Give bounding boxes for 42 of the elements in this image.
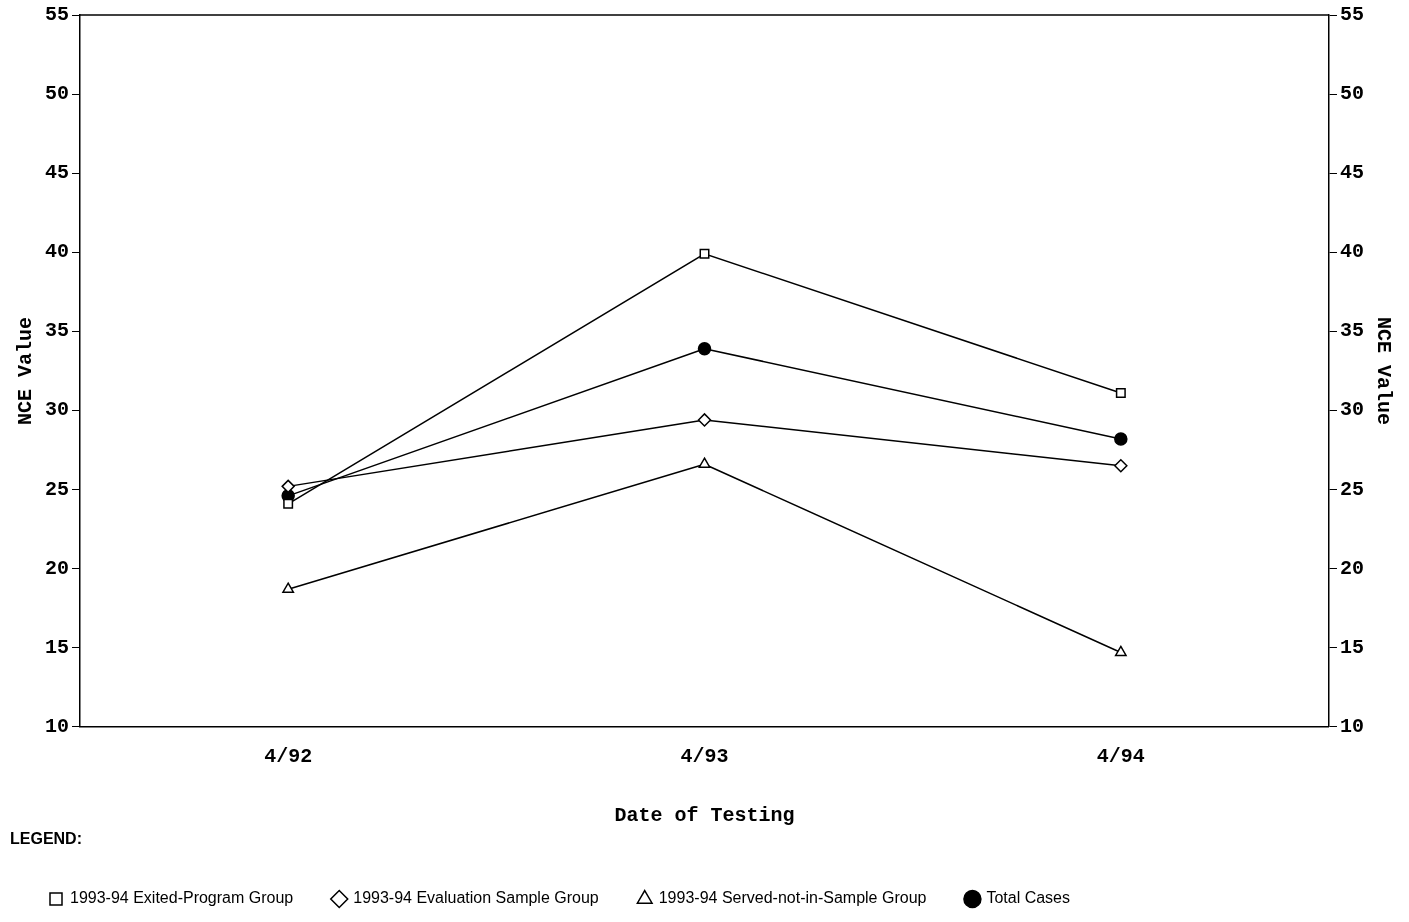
point bbox=[697, 342, 712, 356]
legend-label: 1993-94 Exited-Program Group bbox=[70, 889, 294, 907]
point bbox=[1114, 645, 1127, 657]
y2-tick-label: 25 bbox=[1340, 477, 1365, 501]
point bbox=[283, 498, 294, 509]
y2-tick-label: 10 bbox=[1340, 714, 1365, 738]
point bbox=[1114, 432, 1128, 446]
point bbox=[699, 248, 710, 259]
y2-tick-label: 20 bbox=[1340, 556, 1365, 580]
y2-tick-label: 30 bbox=[1340, 398, 1365, 422]
legend-title: LEGEND: bbox=[10, 830, 82, 848]
y-tick-label: 30 bbox=[44, 398, 69, 422]
y-tick-label: 35 bbox=[44, 319, 69, 343]
point bbox=[1115, 388, 1126, 399]
y-axis-title: NCE Value bbox=[14, 316, 38, 425]
x-tick-label: 4/94 bbox=[1096, 744, 1145, 768]
y-tick-label: 15 bbox=[44, 635, 69, 659]
x-tick-label: 4/93 bbox=[680, 744, 729, 768]
y-tick-label: 55 bbox=[44, 3, 69, 27]
x-axis-title: Date of Testing bbox=[614, 803, 795, 827]
y-tick-label: 10 bbox=[44, 714, 69, 738]
point bbox=[1114, 459, 1128, 473]
point bbox=[697, 413, 712, 427]
y-tick-label: 50 bbox=[44, 82, 69, 106]
y2-tick-label: 50 bbox=[1340, 82, 1365, 106]
y2-tick-label: 45 bbox=[1340, 161, 1365, 185]
y2-tick-label: 15 bbox=[1340, 635, 1365, 659]
x-tick-label: 4/92 bbox=[264, 744, 313, 768]
y2-axis-title: NCE Value bbox=[1371, 316, 1395, 425]
legend-label: 1993-94 Served-not-in-Sample Group bbox=[658, 889, 927, 907]
point bbox=[281, 479, 295, 494]
y2-tick-label: 55 bbox=[1340, 3, 1365, 27]
y-tick-label: 40 bbox=[44, 240, 69, 264]
y2-tick-label: 35 bbox=[1340, 319, 1365, 343]
legend-label: 1993-94 Evaluation Sample Group bbox=[353, 889, 599, 907]
y-tick-label: 45 bbox=[44, 161, 69, 185]
y-tick-label: 20 bbox=[44, 556, 69, 580]
point bbox=[698, 457, 711, 468]
y2-tick-label: 40 bbox=[1340, 240, 1365, 264]
y-tick-label: 25 bbox=[44, 477, 69, 501]
legend-label: Total Cases bbox=[986, 889, 1071, 907]
point bbox=[282, 582, 295, 593]
